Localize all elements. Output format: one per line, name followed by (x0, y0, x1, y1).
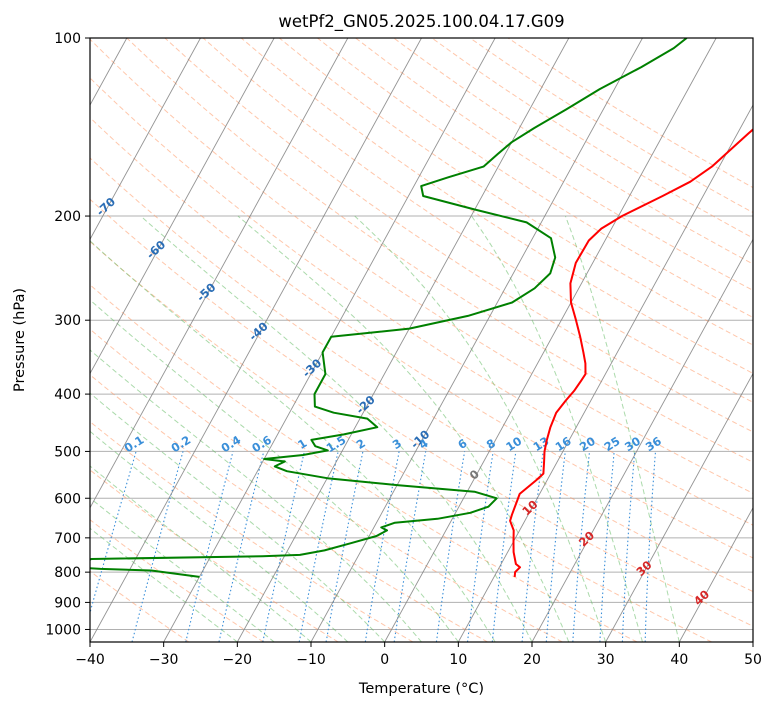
y-axis-label: Pressure (hPa) (12, 288, 28, 392)
x-tick-label: 20 (523, 652, 541, 668)
y-tick-label: 600 (54, 491, 81, 507)
mixing-ratio-line (545, 451, 566, 642)
isotherm (90, 38, 201, 241)
y-tick-label: 300 (54, 313, 81, 329)
dry-adiabat (90, 116, 753, 559)
isotherm (384, 38, 717, 642)
moist-adiabat (90, 465, 312, 642)
x-tick-label: −30 (149, 652, 179, 668)
mixing-ratio-line (218, 451, 265, 642)
isotherm (236, 38, 570, 642)
moist-adiabat (140, 215, 533, 642)
moist-adiabat (90, 497, 275, 642)
dry-adiabat (126, 38, 753, 463)
x-tick-label: 10 (449, 652, 467, 668)
moist-adiabat (471, 215, 643, 642)
dry-adiabat (90, 198, 753, 627)
dewpoint-profile-line (90, 38, 688, 578)
x-tick-label: 30 (597, 652, 615, 668)
y-tick-label: 900 (54, 595, 81, 611)
y-tick-label: 100 (54, 31, 81, 47)
y-tick-label: 1000 (45, 622, 81, 638)
isotherm (310, 38, 643, 642)
isotherm (531, 238, 753, 642)
moist-adiabat (90, 392, 386, 642)
temperature-profile-line (509, 128, 753, 577)
dry-adiabat (278, 38, 753, 346)
y-tick-label: 500 (54, 444, 81, 460)
mixing-ratio-line (521, 451, 544, 642)
mixing-ratio-line (435, 451, 466, 642)
mixing-ratio-line (90, 451, 137, 615)
dry-adiabat (90, 38, 753, 494)
isotherm (90, 38, 275, 375)
x-tick-label: −10 (296, 652, 326, 668)
dry-adiabat (90, 570, 190, 642)
dry-adiabat (90, 284, 638, 642)
isotherm (90, 38, 422, 642)
mixing-ratio-line (393, 451, 427, 642)
dry-adiabat (240, 38, 753, 374)
x-axis-label: Temperature (°C) (358, 681, 484, 697)
dry-adiabat (355, 38, 753, 291)
x-tick-label: 0 (380, 652, 389, 668)
dry-adiabat (317, 38, 753, 319)
dry-adiabat (90, 328, 563, 642)
y-tick-label: 200 (54, 209, 81, 225)
isotherm (90, 38, 349, 509)
mixing-ratio-line (491, 451, 517, 642)
mixing-ratio-line (185, 451, 234, 642)
x-tick-label: 50 (744, 652, 762, 668)
isotherm (678, 506, 753, 642)
x-tick-label: −20 (223, 652, 253, 668)
isotherm (605, 372, 753, 642)
moist-adiabat (90, 430, 349, 642)
moist-adiabat (90, 299, 459, 642)
x-tick-label: −40 (75, 652, 105, 668)
dry-adiabat (90, 519, 264, 642)
y-tick-label: 800 (54, 565, 81, 581)
dry-adiabat (90, 157, 753, 593)
moist-adiabat (564, 215, 680, 642)
dry-adiabat (90, 374, 488, 642)
dry-adiabat (90, 469, 339, 642)
moist-adiabat (90, 240, 496, 642)
y-tick-label: 700 (54, 531, 81, 547)
x-tick-label: 40 (670, 652, 688, 668)
plot-frame (89, 37, 754, 643)
moist-adiabat (90, 349, 422, 642)
y-tick-label: 400 (54, 387, 81, 403)
chart-title: wetPf2_GN05.2025.100.04.17.G09 (278, 12, 564, 32)
